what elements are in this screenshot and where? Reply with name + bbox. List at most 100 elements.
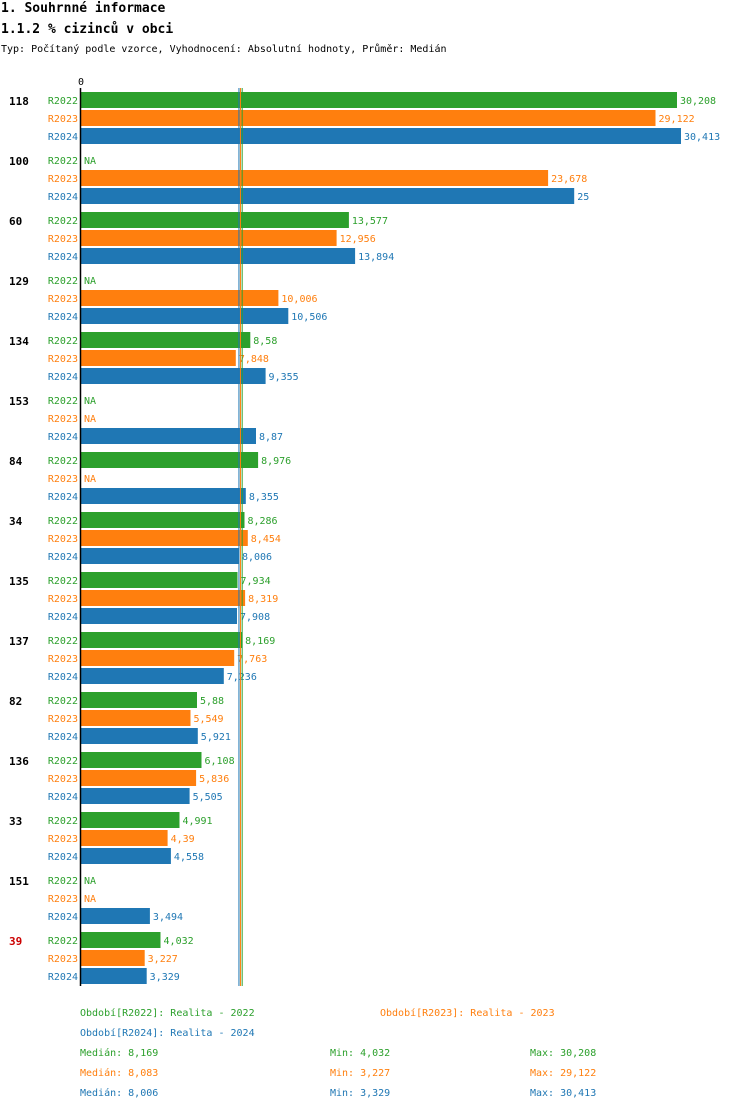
category-label: 136 <box>9 755 29 768</box>
data-label: 3,329 <box>150 972 180 983</box>
series-label: R2022 <box>48 96 78 107</box>
category-label: 82 <box>9 695 22 708</box>
series-label: R2023 <box>48 954 78 965</box>
series-label: R2022 <box>48 336 78 347</box>
category-label: 153 <box>9 395 29 408</box>
data-label: 10,006 <box>281 294 317 305</box>
series-label: R2024 <box>48 492 78 503</box>
data-label: 3,494 <box>153 912 183 923</box>
series-label: R2023 <box>48 594 78 605</box>
category-label: 134 <box>9 335 29 348</box>
axis-zero-label: 0 <box>78 77 84 88</box>
series-label: R2022 <box>48 696 78 707</box>
series-label: R2022 <box>48 756 78 767</box>
category-label: 100 <box>9 155 29 168</box>
category-label: 135 <box>9 575 29 588</box>
series-label: R2024 <box>48 312 78 323</box>
series-label: R2023 <box>48 714 78 725</box>
category-label: 118 <box>9 95 29 108</box>
bar <box>81 548 239 564</box>
bar <box>81 692 197 708</box>
series-label: R2024 <box>48 852 78 863</box>
legend-period-2022: Období[R2022]: Realita - 2022 <box>80 1008 255 1019</box>
data-label: NA <box>84 474 96 485</box>
bar <box>81 332 251 348</box>
bar <box>81 530 248 546</box>
category-label: 33 <box>9 815 22 828</box>
bar <box>81 290 279 306</box>
bar <box>81 650 235 666</box>
category-label: 60 <box>9 215 22 228</box>
data-label: NA <box>84 876 96 887</box>
bar <box>81 668 224 684</box>
bar <box>81 230 337 246</box>
series-label: R2022 <box>48 576 78 587</box>
data-label: 5,549 <box>193 714 223 725</box>
series-label: R2023 <box>48 774 78 785</box>
bar <box>81 308 289 324</box>
series-label: R2023 <box>48 414 78 425</box>
series-label: R2023 <box>48 534 78 545</box>
data-label: 6,108 <box>205 756 235 767</box>
bar <box>81 752 202 768</box>
series-label: R2022 <box>48 216 78 227</box>
series-label: R2024 <box>48 372 78 383</box>
bar <box>81 770 197 786</box>
series-label: R2022 <box>48 456 78 467</box>
series-label: R2022 <box>48 816 78 827</box>
bar <box>81 248 356 264</box>
chart-subtitle: 1.1.2 % cizinců v obci <box>1 22 174 37</box>
series-label: R2024 <box>48 612 78 623</box>
series-label: R2024 <box>48 672 78 683</box>
series-label: R2022 <box>48 936 78 947</box>
series-label: R2024 <box>48 792 78 803</box>
bar <box>81 128 681 144</box>
data-label: 25 <box>577 192 589 203</box>
stat-median-2024: Medián: 8,006 <box>80 1088 159 1099</box>
bar <box>81 950 145 966</box>
data-label: 9,355 <box>269 372 299 383</box>
bar <box>81 428 256 444</box>
page-title: 1. Souhrnné informace <box>1 1 166 16</box>
bar <box>81 452 259 468</box>
data-label: 8,006 <box>242 552 272 563</box>
data-label: 4,991 <box>182 816 212 827</box>
stat-max-2023: Max: 29,122 <box>530 1068 597 1079</box>
data-label: 7,934 <box>241 576 271 587</box>
bar <box>81 932 161 948</box>
series-label: R2022 <box>48 276 78 287</box>
data-label: 8,976 <box>261 456 291 467</box>
bar <box>81 488 246 504</box>
bar <box>81 728 198 744</box>
category-label: 129 <box>9 275 29 288</box>
data-label: 8,319 <box>248 594 278 605</box>
series-label: R2024 <box>48 912 78 923</box>
series-label: R2024 <box>48 132 78 143</box>
legend-period-2024: Období[R2024]: Realita - 2024 <box>80 1028 255 1039</box>
bar <box>81 170 549 186</box>
data-label: 3,227 <box>148 954 178 965</box>
series-label: R2024 <box>48 192 78 203</box>
data-label: 4,032 <box>164 936 194 947</box>
data-label: 7,848 <box>239 354 269 365</box>
series-label: R2022 <box>48 156 78 167</box>
category-label: 137 <box>9 635 29 648</box>
series-label: R2022 <box>48 396 78 407</box>
data-label: 29,122 <box>659 114 695 125</box>
stat-max-2022: Max: 30,208 <box>530 1048 597 1059</box>
bar <box>81 368 266 384</box>
data-label: 8,286 <box>247 516 277 527</box>
series-label: R2024 <box>48 732 78 743</box>
data-label: 5,505 <box>193 792 223 803</box>
bar <box>81 590 246 606</box>
bar <box>81 710 191 726</box>
stat-max-2024: Max: 30,413 <box>530 1088 597 1099</box>
bar <box>81 632 243 648</box>
bar <box>81 908 150 924</box>
series-label: R2023 <box>48 234 78 245</box>
stat-min-2023: Min: 3,227 <box>330 1068 391 1079</box>
data-label: 8,58 <box>253 336 277 347</box>
data-label: 5,836 <box>199 774 229 785</box>
data-label: 12,956 <box>340 234 376 245</box>
bar <box>81 350 236 366</box>
